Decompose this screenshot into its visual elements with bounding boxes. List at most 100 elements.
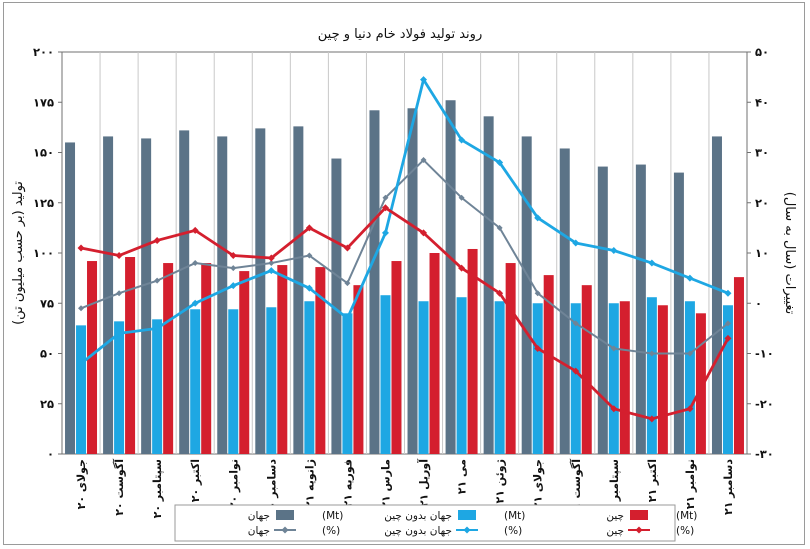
bar <box>467 248 478 454</box>
x-tick-label: ۲۱ سپتامبر <box>608 459 621 518</box>
bar <box>445 100 456 455</box>
point <box>343 314 351 322</box>
bar <box>494 301 505 454</box>
bar <box>673 172 684 454</box>
bar <box>532 303 543 454</box>
bar <box>239 271 250 454</box>
point <box>229 252 237 260</box>
bar <box>521 136 532 455</box>
bar <box>228 309 239 454</box>
point <box>610 246 618 254</box>
x-tick-label: ۲۱ ژانویه <box>303 459 316 508</box>
bar <box>65 142 76 454</box>
point <box>78 305 85 312</box>
right-y-axis: -۳۰ -۲۰ -۱۰ ۰ ۱۰ ۲۰ ۳۰ ۴۰ ۵۰ <box>747 45 774 461</box>
bar <box>163 263 174 454</box>
point <box>572 239 580 247</box>
point <box>648 350 655 357</box>
line-series <box>77 76 732 423</box>
point <box>305 284 313 292</box>
chart-frame <box>3 2 805 545</box>
legend-label: جهان بدون چین <box>384 525 452 537</box>
x-tick-label: ۲۱ اکتبر <box>646 459 659 502</box>
point <box>496 159 504 167</box>
x-tick-label: ۲۰ نوامبر <box>227 459 240 509</box>
bar <box>87 261 98 454</box>
y2-tick-label: ۲۰ <box>755 196 769 210</box>
point <box>115 329 123 337</box>
point <box>534 214 542 222</box>
bar-series <box>65 100 744 455</box>
point <box>534 344 542 352</box>
bar <box>103 136 114 455</box>
x-tick-label: ۲۰ اکتبر <box>189 459 202 502</box>
legend-marker <box>463 526 471 534</box>
point <box>343 244 351 252</box>
x-tick-label: ۲۱ آوریل <box>417 459 431 507</box>
legend-swatch <box>630 510 648 520</box>
bar <box>369 110 380 454</box>
point <box>115 252 123 260</box>
point <box>420 76 428 84</box>
legend-marker <box>635 526 643 534</box>
point <box>648 415 656 423</box>
left-axis-title: تولید (بر حسب میلیون تن) <box>11 181 26 325</box>
point <box>686 405 694 413</box>
point <box>724 289 732 297</box>
legend-unit: (Mt) <box>322 510 343 522</box>
bar <box>608 303 619 454</box>
bar <box>201 263 212 454</box>
x-tick-label: ۲۰ جولای <box>75 459 88 509</box>
y-tick-label: ۲۰۰ <box>33 45 54 59</box>
legend-unit: (%) <box>322 525 340 537</box>
x-tick-label: ۲۱ دسامبر <box>722 459 735 515</box>
legend-label: جهان بدون چین <box>384 510 452 522</box>
bar <box>418 301 429 454</box>
x-tick-label: ۲۱ فوریه <box>341 459 354 508</box>
point <box>724 334 732 342</box>
legend-label: چین <box>606 525 624 537</box>
bar <box>570 303 581 454</box>
y-tick-label: ۱۷۵ <box>33 95 54 109</box>
y2-tick-label: ۱۰ <box>755 246 769 260</box>
point <box>306 252 313 259</box>
point <box>77 360 85 368</box>
legend-swatch <box>276 510 294 520</box>
bar <box>597 166 608 454</box>
y-tick-label: ۱۲۵ <box>33 196 54 210</box>
point <box>610 345 617 352</box>
point <box>686 350 693 357</box>
point <box>267 267 275 275</box>
bar <box>646 297 657 454</box>
bar <box>152 319 163 454</box>
y-tick-label: ۱۵۰ <box>33 146 54 160</box>
point <box>267 254 275 262</box>
legend-swatch <box>458 510 476 520</box>
point <box>305 224 313 232</box>
x-tick-label: ۲۱ جولای <box>532 459 545 509</box>
y2-tick-label: ۵۰ <box>755 45 769 59</box>
left-y-axis: ۰ ۲۵ ۵۰ ۷۵ ۱۰۰ ۱۲۵ ۱۵۰ ۱۷۵ ۲۰۰ <box>33 45 62 461</box>
point <box>610 405 618 413</box>
point <box>77 244 85 252</box>
bar <box>217 136 228 455</box>
point <box>686 274 694 282</box>
point <box>496 224 503 231</box>
x-tick-label: ۲۰ سپتامبر <box>151 459 164 518</box>
bar <box>543 275 554 454</box>
point <box>154 277 161 284</box>
legend-unit: (%) <box>676 525 694 537</box>
bar <box>722 305 733 454</box>
bar <box>581 285 592 454</box>
bar <box>255 128 266 454</box>
bar <box>266 307 277 454</box>
point <box>344 280 351 287</box>
x-tick-label: ۲۰ آگوست <box>112 459 126 516</box>
y2-tick-label: ۳۰ <box>755 146 769 160</box>
point <box>191 226 199 234</box>
y2-tick-label: -۱۰ <box>755 347 774 361</box>
chart-title: روند تولید فولاد خام دنیا و چین <box>318 27 482 42</box>
point <box>496 289 504 297</box>
point <box>268 260 275 267</box>
